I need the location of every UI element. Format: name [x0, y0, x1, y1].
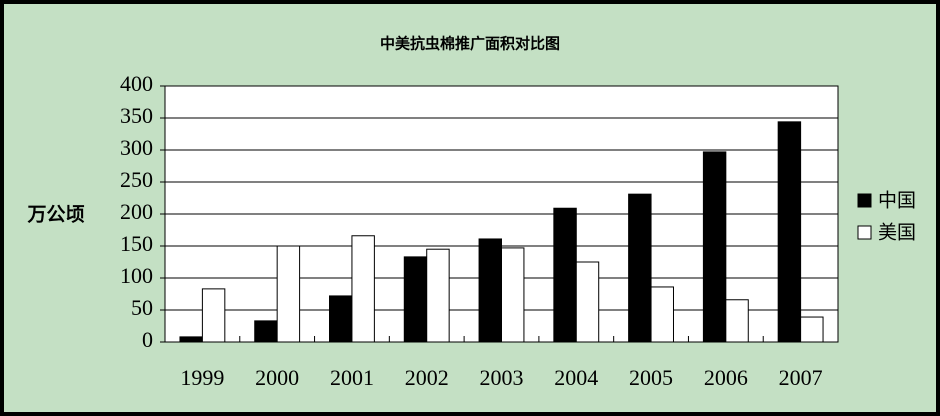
y-tick-label: 250: [120, 167, 153, 192]
y-tick-label: 300: [120, 135, 153, 160]
x-tick-label: 2005: [629, 365, 673, 390]
legend-label: 美国: [878, 222, 916, 244]
bar: [628, 193, 652, 343]
bar: [329, 295, 353, 343]
legend-label: 中国: [878, 190, 916, 212]
y-tick-label: 50: [131, 295, 153, 320]
bar: [179, 336, 203, 343]
y-tick-label: 150: [120, 231, 153, 256]
bar: [702, 151, 727, 343]
y-tick-label: 100: [120, 263, 153, 288]
x-tick-label: 2001: [330, 365, 374, 390]
y-tick-label: 200: [120, 199, 153, 224]
bar: [254, 320, 278, 343]
y-axis-label: 万公顷: [26, 204, 84, 226]
legend-swatch: [857, 193, 872, 208]
bar: [650, 286, 674, 343]
bar: [351, 235, 375, 343]
bar: [800, 316, 824, 343]
x-tick-label: 2004: [554, 365, 598, 390]
bar: [276, 245, 301, 343]
x-tick-label: 2002: [405, 365, 449, 390]
legend-swatch: [857, 225, 872, 240]
x-tick-label: 2006: [704, 365, 748, 390]
bar: [478, 238, 503, 343]
chart-title: 中美抗虫棉推广面积对比图: [380, 35, 560, 53]
bar: [777, 121, 802, 343]
bar: [553, 207, 577, 343]
bar: [575, 261, 600, 343]
y-tick-label: 400: [120, 71, 153, 96]
bar: [201, 288, 226, 343]
y-tick-label: 350: [120, 103, 153, 128]
bar: [403, 256, 428, 343]
x-tick-label: 2003: [480, 365, 524, 390]
x-tick-label: 1999: [180, 365, 224, 390]
x-tick-label: 2000: [255, 365, 299, 390]
bar: [501, 247, 525, 343]
bar: [725, 299, 749, 343]
bar: [426, 248, 450, 343]
x-tick-label: 2007: [779, 365, 823, 390]
y-tick-label: 0: [142, 327, 153, 352]
